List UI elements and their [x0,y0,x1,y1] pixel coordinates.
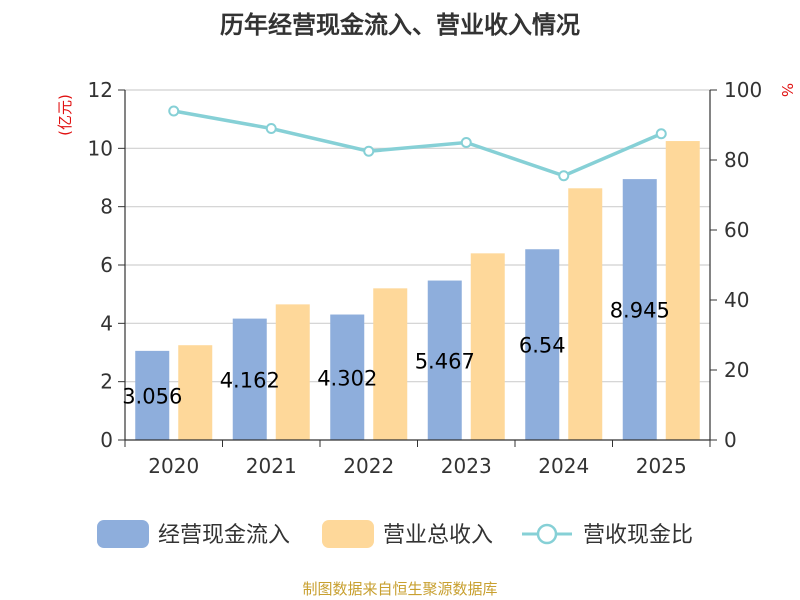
bar-series [135,141,700,440]
y-left-tick-label: 12 [88,78,113,102]
legend-swatch-revenue [322,520,374,548]
bar-cash-inflow [330,314,365,440]
y-left-tick-label: 4 [100,311,113,335]
y-left-tick-label: 6 [100,253,113,277]
y-right-tick-label: 20 [724,358,749,382]
y-right-axis-label: % [778,83,796,97]
axes: 0 2 4 6 8 10 12 0 20 40 60 80 100 2020 2021 2022 2023 202… [88,78,763,478]
data-label: 4.302 [317,366,377,390]
legend-swatch-cash-inflow [97,520,149,548]
y-right-tick-label: 100 [724,78,762,102]
legend: 经营现金流入 营业总收入 营收现金比 [97,520,693,548]
y-right-tick-label: 40 [724,288,749,312]
ratio-point [265,123,277,134]
line-series [168,105,667,182]
legend-label-revenue: 营业总收入 [383,523,493,548]
data-labels: 3.056 4.162 4.302 5.467 6.54 8.945 [122,299,670,409]
legend-label-cash-inflow: 经营现金流入 [158,523,290,548]
chart-title: 历年经营现金流入、营业收入情况 [220,11,580,39]
ratio-point [558,170,570,182]
bar-revenue [275,304,310,440]
y-left-tick-label: 8 [100,195,113,219]
ratio-point [168,105,180,117]
bar-cash-inflow [135,350,170,440]
y-right-tick-label: 0 [724,428,737,452]
bar-cash-inflow [622,179,657,440]
bar-revenue [568,188,603,440]
y-right-tick-label: 80 [724,148,749,172]
data-label: 6.54 [519,334,566,358]
ratio-point [460,137,472,148]
y-left-axis-label: (亿元) [56,94,74,136]
legend-label-ratio: 营收现金比 [583,523,693,548]
y-right-tick-label: 60 [724,218,749,242]
grid-lines [125,89,710,383]
bar-cash-inflow [525,249,560,440]
data-label: 3.056 [122,384,182,408]
ratio-line [173,109,662,178]
x-tick-label: 2020 [148,454,199,478]
data-label: 8.945 [610,299,670,323]
ratio-point [655,128,667,140]
data-label: 4.162 [220,368,280,392]
source-note: 制图数据来自恒生聚源数据库 [302,580,497,598]
x-tick-label: 2025 [636,454,687,478]
x-tick-label: 2022 [343,454,394,478]
data-label: 5.467 [415,349,475,373]
bar-cash-inflow [232,318,267,440]
ratio-point [363,145,375,157]
y-left-tick-label: 0 [100,428,113,452]
x-tick-label: 2024 [538,454,589,478]
bar-revenue [665,141,700,440]
bar-revenue [470,253,505,440]
bar-revenue [178,345,213,440]
x-tick-label: 2023 [441,454,492,478]
bar-cash-inflow [427,280,462,440]
x-tick-label: 2021 [246,454,297,478]
bar-revenue [373,288,408,440]
y-left-tick-label: 2 [100,370,113,394]
y-left-tick-label: 10 [88,136,113,160]
legend-swatch-ratio-marker [536,523,558,545]
